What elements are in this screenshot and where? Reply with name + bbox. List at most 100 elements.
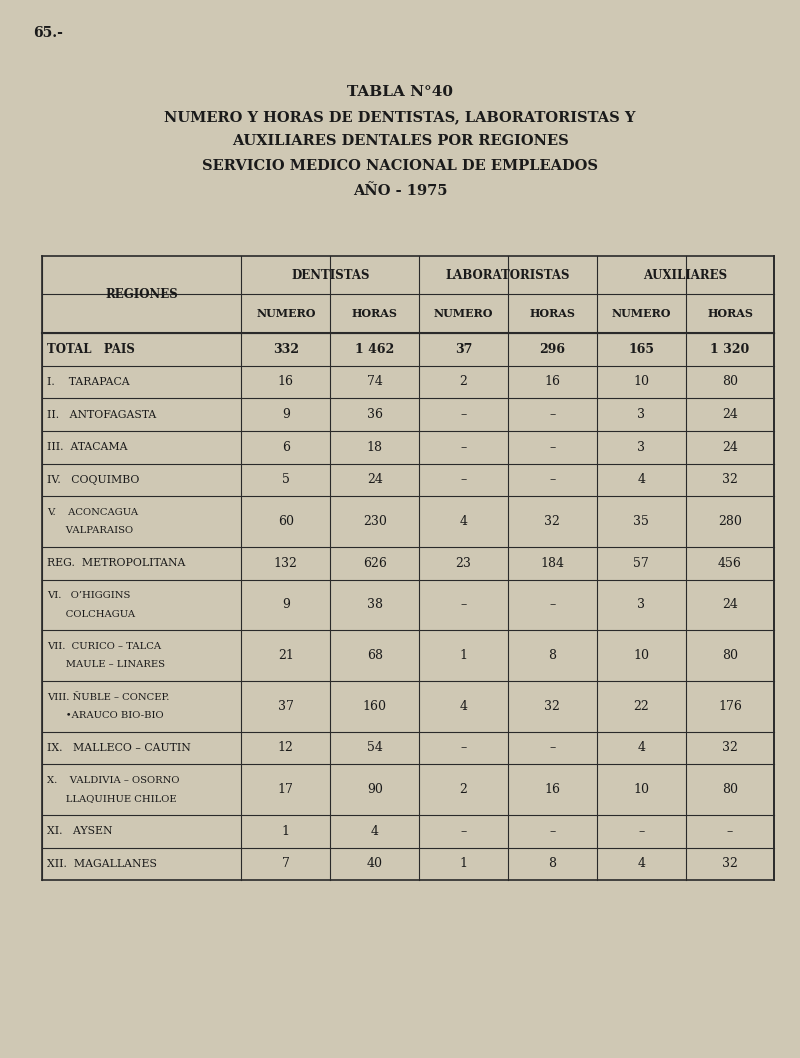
Text: NUMERO Y HORAS DE DENTISTAS, LABORATORISTAS Y: NUMERO Y HORAS DE DENTISTAS, LABORATORIS… [164,110,636,124]
Text: DENTISTAS: DENTISTAS [291,269,370,281]
Text: 2: 2 [459,376,467,388]
Text: 8: 8 [548,650,556,662]
Text: 4: 4 [459,515,467,528]
Text: NUMERO: NUMERO [434,308,494,320]
Text: 37: 37 [455,343,472,355]
Text: SERVICIO MEDICO NACIONAL DE EMPLEADOS: SERVICIO MEDICO NACIONAL DE EMPLEADOS [202,159,598,172]
Text: 24: 24 [722,441,738,454]
Text: 32: 32 [545,699,560,713]
Text: 18: 18 [366,441,382,454]
Text: 37: 37 [278,699,294,713]
Text: HORAS: HORAS [352,308,398,320]
Text: 296: 296 [539,343,566,355]
Text: 74: 74 [366,376,382,388]
Text: V.    ACONCAGUA: V. ACONCAGUA [47,508,138,517]
Text: –: – [460,825,466,838]
Text: –: – [550,742,555,754]
Text: AÑO - 1975: AÑO - 1975 [353,184,447,198]
Text: –: – [460,474,466,487]
Text: 9: 9 [282,599,290,612]
Text: 68: 68 [366,650,382,662]
Text: 21: 21 [278,650,294,662]
Text: 17: 17 [278,783,294,796]
Text: 332: 332 [273,343,299,355]
Text: 1 320: 1 320 [710,343,750,355]
Text: •ARAUCO BIO-BIO: •ARAUCO BIO-BIO [47,711,164,719]
Text: 165: 165 [628,343,654,355]
Text: 4: 4 [637,857,645,871]
Text: –: – [460,742,466,754]
Text: 184: 184 [540,557,564,570]
Text: 16: 16 [278,376,294,388]
Text: HORAS: HORAS [707,308,753,320]
Text: III.  ATACAMA: III. ATACAMA [47,442,128,452]
Text: 280: 280 [718,515,742,528]
Text: MAULE – LINARES: MAULE – LINARES [47,660,165,670]
Text: –: – [460,599,466,612]
Text: X.    VALDIVIA – OSORNO: X. VALDIVIA – OSORNO [47,776,180,785]
Text: NUMERO: NUMERO [611,308,671,320]
Text: 22: 22 [634,699,649,713]
Text: 38: 38 [366,599,382,612]
Text: IV.   COQUIMBO: IV. COQUIMBO [47,475,139,485]
Text: 4: 4 [637,742,645,754]
Text: 80: 80 [722,650,738,662]
Text: –: – [550,408,555,421]
Text: XII.  MAGALLANES: XII. MAGALLANES [47,859,157,869]
Text: 40: 40 [366,857,382,871]
Text: 132: 132 [274,557,298,570]
Text: VI.   O’HIGGINS: VI. O’HIGGINS [47,591,130,600]
Text: 32: 32 [722,742,738,754]
Text: –: – [460,408,466,421]
Text: 24: 24 [722,408,738,421]
Text: 5: 5 [282,474,290,487]
Text: 176: 176 [718,699,742,713]
Text: 4: 4 [370,825,378,838]
Text: AUXILIARES: AUXILIARES [643,269,728,281]
Text: 60: 60 [278,515,294,528]
Text: 1: 1 [459,650,467,662]
Text: 57: 57 [634,557,649,570]
Text: –: – [550,441,555,454]
Text: 32: 32 [545,515,560,528]
Text: 10: 10 [633,783,649,796]
Text: 80: 80 [722,783,738,796]
Text: NUMERO: NUMERO [256,308,316,320]
Text: –: – [550,825,555,838]
Text: II.   ANTOFAGASTA: II. ANTOFAGASTA [47,409,157,420]
Text: 80: 80 [722,376,738,388]
Text: VII.  CURICO – TALCA: VII. CURICO – TALCA [47,642,162,651]
Text: 12: 12 [278,742,294,754]
Text: 10: 10 [633,376,649,388]
Text: 3: 3 [637,441,645,454]
Text: 35: 35 [634,515,649,528]
Text: 7: 7 [282,857,290,871]
Text: 230: 230 [362,515,386,528]
Text: TOTAL   PAIS: TOTAL PAIS [47,343,135,355]
Text: 24: 24 [722,599,738,612]
Text: 4: 4 [459,699,467,713]
Text: I.    TARAPACA: I. TARAPACA [47,377,130,387]
Text: –: – [638,825,644,838]
Text: COLCHAGUA: COLCHAGUA [47,609,135,619]
Text: 65.-: 65.- [34,26,63,40]
Text: REGIONES: REGIONES [105,288,178,300]
Text: 32: 32 [722,857,738,871]
Text: 1: 1 [459,857,467,871]
Text: 8: 8 [548,857,556,871]
Text: 9: 9 [282,408,290,421]
Text: 36: 36 [366,408,382,421]
Text: –: – [550,474,555,487]
Text: HORAS: HORAS [530,308,575,320]
Text: IX.   MALLECO – CAUTIN: IX. MALLECO – CAUTIN [47,743,191,753]
Text: 6: 6 [282,441,290,454]
Text: 90: 90 [366,783,382,796]
Text: XI.   AYSEN: XI. AYSEN [47,826,113,836]
Text: 456: 456 [718,557,742,570]
Text: 2: 2 [459,783,467,796]
Text: 10: 10 [633,650,649,662]
Text: 54: 54 [366,742,382,754]
Text: 160: 160 [362,699,386,713]
Text: 16: 16 [544,783,560,796]
Text: 1: 1 [282,825,290,838]
